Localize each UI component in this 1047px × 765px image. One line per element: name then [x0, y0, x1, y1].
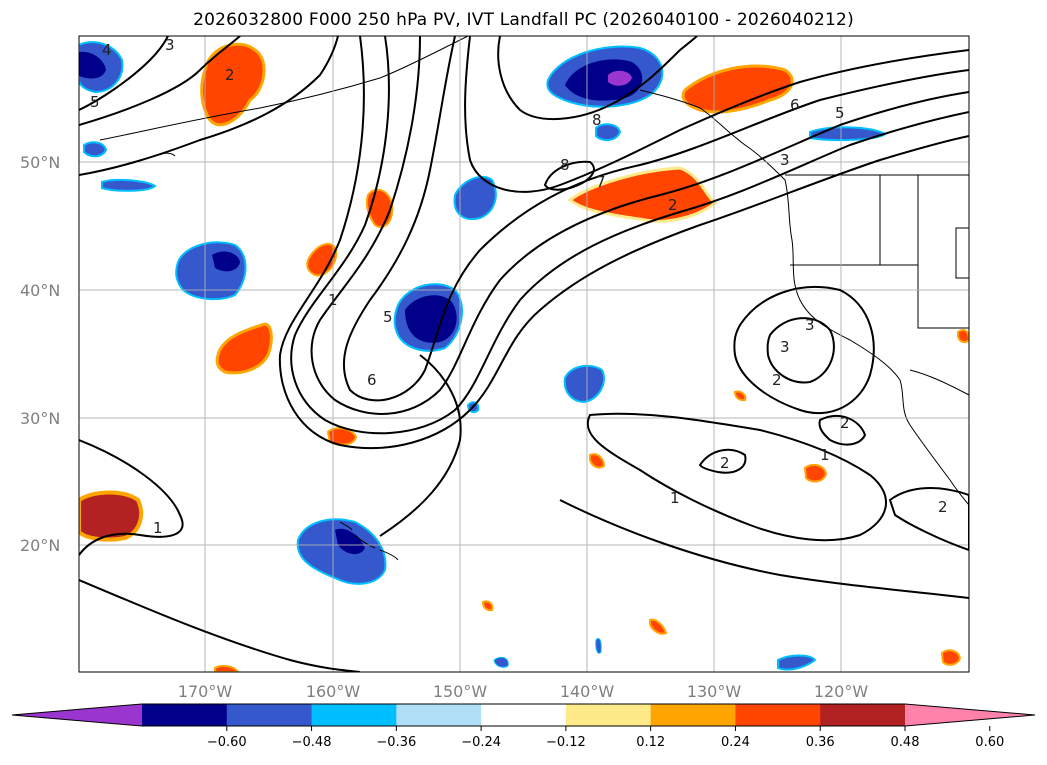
pv-positive-patch: [681, 64, 794, 114]
colorbar-tick-label: 0.36: [806, 735, 835, 750]
colorbar-segment: [735, 704, 821, 726]
colorbar-tick-label: −0.60: [207, 735, 247, 750]
contour-label: 3: [780, 338, 790, 356]
colorbar-tick-label: −0.12: [546, 735, 586, 750]
contour-label: 3: [780, 151, 790, 169]
pv-positive-patch: [649, 618, 668, 635]
lat-label: 30°N: [20, 409, 60, 428]
colorbar-tick-label: 0.24: [721, 735, 750, 750]
coastlines: [99, 36, 969, 561]
pv-positive-patch: [214, 664, 240, 672]
colorbar-tick-label: −0.36: [376, 735, 416, 750]
pv-negative-patch: [101, 178, 157, 192]
lon-label: 120°W: [814, 682, 869, 701]
pv-positive-patch: [200, 42, 266, 127]
contour-label: 5: [835, 104, 845, 122]
lat-label: 40°N: [20, 281, 60, 300]
pv-negative-patch: [563, 364, 605, 404]
pv-positive-patch: [733, 390, 747, 402]
lat-label: 20°N: [20, 536, 60, 555]
contour-label: 6: [367, 371, 377, 389]
contour-label: 5: [383, 308, 393, 326]
contour-label: 2: [772, 371, 782, 389]
contour-label: 2: [668, 196, 678, 214]
pv-negative-patch: [453, 175, 497, 220]
pv-negative-patch: [777, 654, 817, 671]
colorbar-segment: [650, 704, 736, 726]
gridlines: [79, 36, 969, 672]
pv-negative-patch: [565, 59, 643, 101]
pv-positive-patch: [567, 166, 718, 223]
contour-label: 1: [328, 291, 338, 309]
pv-negative-patch: [79, 51, 106, 79]
pv-positive-patch: [306, 242, 338, 277]
colorbar-outline: [11, 703, 1036, 727]
lon-label: 140°W: [560, 682, 615, 701]
colorbar-tick-label: 0.48: [891, 735, 920, 750]
colorbar-tick-label: 0.12: [636, 735, 665, 750]
pv-negative-patch: [212, 251, 240, 272]
contour-label: 3: [165, 36, 175, 54]
ivt-contours: [79, 36, 969, 672]
map-title: 2026032800 F000 250 hPa PV, IVT Landfall…: [193, 10, 854, 30]
pv-positive-patch: [79, 490, 144, 542]
colorbar-segment: [820, 704, 906, 726]
longitude-labels: 170°W 160°W 150°W 140°W 130°W 120°W: [178, 682, 869, 701]
lon-label: 130°W: [687, 682, 742, 701]
contour-label: 1: [153, 519, 163, 537]
pv-negative-patch: [175, 241, 247, 301]
contour-label: 4: [102, 41, 112, 59]
pv-negative-patch: [595, 638, 602, 654]
latitude-labels: 50°N 40°N 30°N 20°N: [20, 153, 60, 555]
contour-label: 7: [596, 173, 606, 191]
lat-label: 50°N: [20, 153, 60, 172]
lon-label: 170°W: [178, 682, 233, 701]
contour-label: 1: [820, 446, 830, 464]
colorbar-segment: [481, 704, 567, 726]
colorbar-tick-label: 0.60: [975, 735, 1004, 750]
colorbar-segment: [396, 704, 482, 726]
contour-label: 8: [592, 111, 602, 129]
colorbar-segment: [311, 704, 397, 726]
contour-label: 2: [720, 454, 730, 472]
pv-positive-patch: [215, 322, 273, 375]
pv-negative-patch: [595, 123, 622, 142]
colorbar-extend-high: [905, 704, 1035, 726]
colorbar-segment: [142, 704, 228, 726]
pv-negative-patch: [83, 141, 108, 158]
colorbar-tick-label: −0.24: [461, 735, 501, 750]
plot-frame: [78, 35, 970, 673]
colorbar-extend-low: [12, 704, 142, 726]
pv-positive-patch: [940, 649, 962, 666]
pv-negative-patch: [405, 295, 457, 343]
contour-label: 5: [90, 93, 100, 111]
lon-label: 150°W: [433, 682, 488, 701]
colorbar: −0.60 −0.48 −0.36 −0.24 −0.12 0.12 0.24 0.36 0.4…: [11, 703, 1036, 750]
pv-negative-patch: [296, 518, 387, 585]
contour-label: 1: [670, 489, 680, 507]
contour-label: 6: [790, 96, 800, 114]
colorbar-segment: [226, 704, 313, 726]
colorbar-segment: [565, 704, 652, 726]
contour-label: 2: [225, 66, 235, 84]
pv-negative-patch: [608, 70, 632, 86]
pv-positive-patch: [803, 463, 828, 483]
pv-positive-patch: [589, 453, 606, 469]
pv-positive-patch: [481, 600, 494, 612]
colorbar-tick-label: −0.48: [292, 735, 332, 750]
pv-negative-patch: [493, 656, 509, 668]
contour-label: 8: [560, 156, 570, 174]
contour-label: 2: [840, 414, 850, 432]
pv-positive-patch: [957, 329, 969, 344]
lon-label: 160°W: [306, 682, 361, 701]
contour-labels: 4 3 5 2 8 6 5 3 7 8 2 1 5 6 3 2 2 1 2 1 …: [90, 36, 948, 537]
contour-label: 2: [938, 498, 948, 516]
pv-negative-patch: [335, 528, 365, 555]
contour-label: 3: [805, 316, 815, 334]
